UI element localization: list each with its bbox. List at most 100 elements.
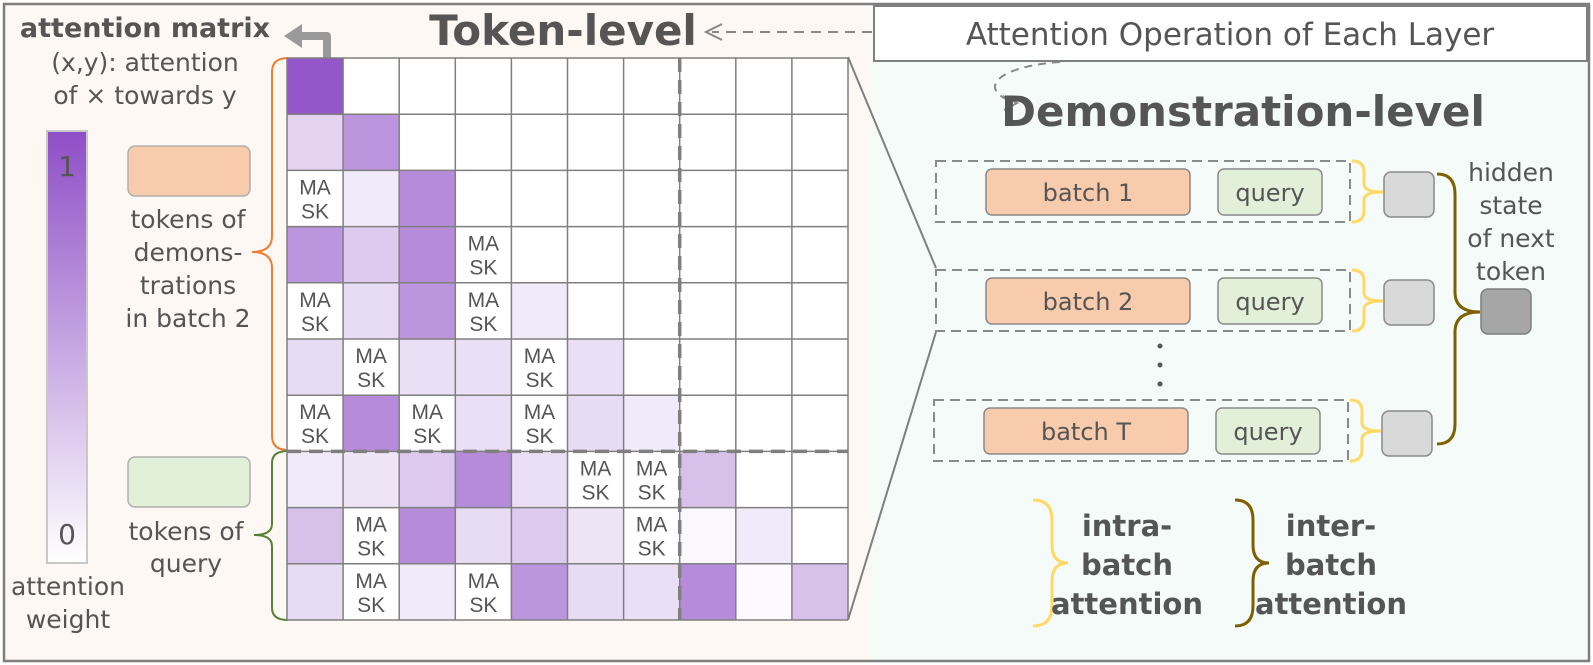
inter-batch-legend-line3: attention — [1255, 587, 1407, 621]
attention-cell — [287, 339, 344, 396]
attention-cell — [511, 58, 568, 115]
attention-cell — [399, 170, 456, 227]
masked-cell — [511, 395, 568, 452]
mask-label: MA — [524, 401, 556, 424]
demo-token-legend-line4: in batch 2 — [125, 304, 250, 333]
colorbar-min-label: 0 — [58, 518, 76, 551]
attention-cell — [791, 58, 848, 115]
mask-label: SK — [525, 425, 553, 448]
attention-cell — [791, 451, 848, 508]
mask-label: SK — [357, 369, 385, 392]
header-box — [873, 5, 1588, 62]
colorbar-label-line2: weight — [26, 605, 110, 634]
mask-label: SK — [357, 594, 385, 617]
matrix-definition-line1: (x,y): attention — [51, 48, 238, 77]
attention-cell — [735, 282, 792, 339]
attention-cell — [567, 58, 624, 115]
intra-batch-legend-line2: batch — [1081, 548, 1173, 582]
query-token-swatch — [127, 456, 251, 508]
mask-label: MA — [355, 345, 387, 368]
attention-cell — [343, 170, 400, 227]
attention-cell — [399, 451, 456, 508]
masked-cell — [623, 451, 680, 508]
batch-row-3: batch T query — [933, 398, 1433, 463]
masked-cell — [511, 339, 568, 396]
attention-cell — [791, 507, 848, 564]
attention-cell — [287, 58, 344, 115]
attention-cell — [791, 282, 848, 339]
intra-batch-legend-line1: intra- — [1082, 509, 1172, 543]
attention-cell — [679, 170, 736, 227]
attention-cell — [511, 226, 568, 283]
attention-cell — [287, 563, 344, 620]
mask-label: SK — [469, 257, 497, 280]
query-t-label: query — [1233, 418, 1302, 446]
attention-cell — [399, 507, 456, 564]
hidden-state-label-line3: of next — [1467, 224, 1555, 253]
attention-cell — [343, 226, 400, 283]
attention-cell — [623, 395, 680, 452]
token-level-title: Token-level — [429, 6, 697, 55]
matrix-grid — [286, 57, 849, 621]
attention-cell — [679, 282, 736, 339]
attention-cell — [287, 114, 344, 171]
attention-cell — [567, 339, 624, 396]
batch-row-1: batch 1 query — [935, 159, 1435, 224]
attention-cell — [455, 451, 512, 508]
masked-cell — [567, 451, 624, 508]
batch-t-box — [983, 407, 1189, 455]
intra-batch-brace-1 — [1351, 159, 1384, 224]
attention-cell — [511, 114, 568, 171]
attention-cell — [623, 282, 680, 339]
attention-cell — [791, 226, 848, 283]
attention-cell — [623, 114, 680, 171]
mask-label: SK — [469, 594, 497, 617]
attention-cell — [343, 395, 400, 452]
header-to-token-arrow — [703, 23, 872, 41]
zoom-line-bottom — [847, 331, 937, 621]
attention-cell — [735, 395, 792, 452]
demo-token-swatch — [127, 145, 251, 197]
batch-2-label: batch 2 — [1043, 288, 1134, 316]
mask-label: SK — [638, 481, 666, 504]
attention-cell — [511, 507, 568, 564]
query-1-label: query — [1235, 179, 1304, 207]
attention-cell — [567, 507, 624, 564]
query-rows-brace — [253, 450, 289, 621]
intra-batch-brace-3 — [1349, 398, 1382, 463]
attention-cell — [567, 226, 624, 283]
attention-cell — [343, 114, 400, 171]
attention-cell — [399, 339, 456, 396]
attention-cell — [567, 395, 624, 452]
batch-boundary-lines — [287, 58, 848, 620]
matrix-definition-line2: of × towards y — [53, 81, 236, 110]
batch-1-label: batch 1 — [1043, 179, 1134, 207]
attention-cell — [399, 563, 456, 620]
inter-batch-legend-brace — [1234, 498, 1270, 628]
batch-group-outline — [933, 399, 1349, 462]
attention-cell — [287, 507, 344, 564]
masked-cell — [455, 282, 512, 339]
attention-cell — [511, 563, 568, 620]
attention-cell — [679, 339, 736, 396]
attention-cell — [399, 58, 456, 115]
inter-batch-legend-line2: batch — [1285, 548, 1377, 582]
masked-cell — [455, 226, 512, 283]
inter-batch-legend-line1: inter- — [1286, 509, 1376, 543]
mask-label: MA — [412, 401, 444, 424]
mask-label: MA — [580, 457, 612, 480]
attention-cell — [791, 170, 848, 227]
query-1-box — [1217, 168, 1323, 216]
demonstration-level-title: Demonstration-level — [1001, 87, 1485, 136]
batch-t-hidden-state — [1381, 410, 1433, 457]
mask-label: MA — [355, 514, 387, 537]
attention-cell — [735, 339, 792, 396]
batch-2-hidden-state — [1383, 279, 1435, 326]
attention-cell — [455, 395, 512, 452]
attention-cell — [623, 226, 680, 283]
mask-label: MA — [636, 457, 668, 480]
matrix-up-arrow — [284, 24, 331, 58]
mask-label: MA — [299, 176, 331, 199]
attention-cell — [791, 395, 848, 452]
